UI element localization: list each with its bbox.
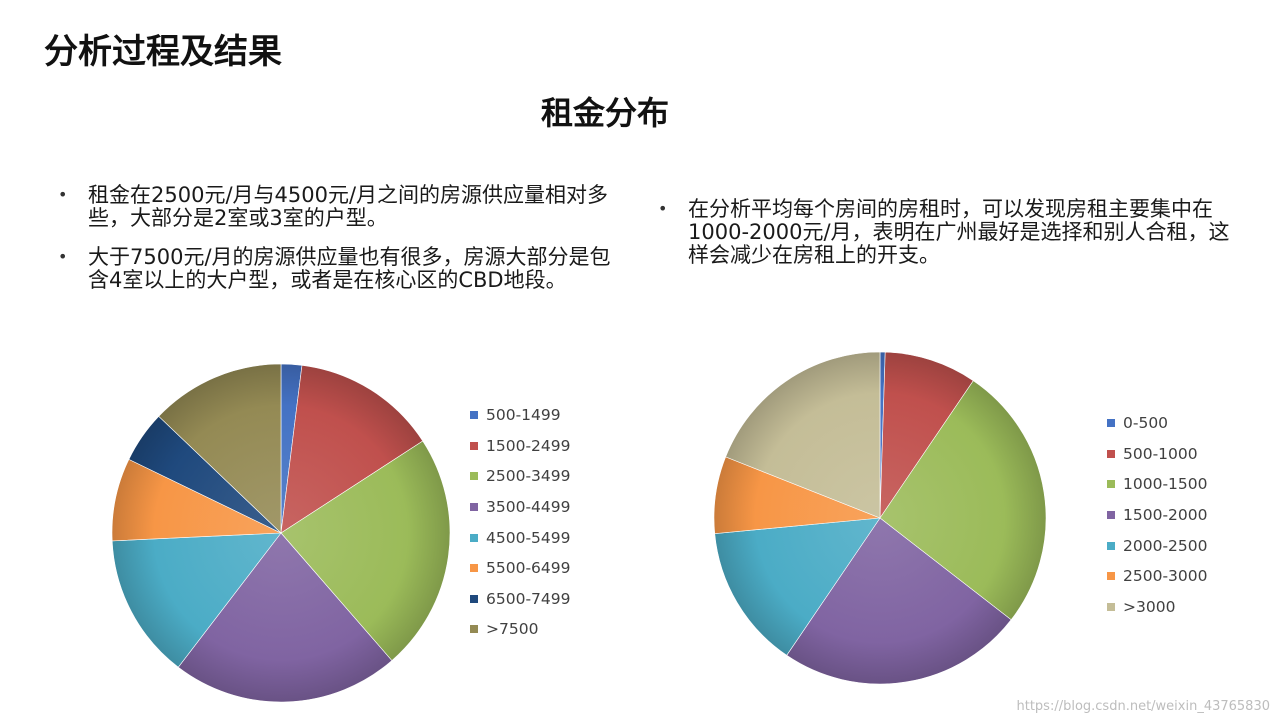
bullet-text: 大于7500元/月的房源供应量也有很多，房源大部分是包含4室以上的大户型，或者是…	[88, 245, 611, 292]
legend-swatch	[1107, 572, 1115, 581]
legend-label: 500-1499	[486, 406, 561, 425]
legend-item: 500-1000	[1107, 439, 1208, 470]
legend-item: 3500-4499	[470, 492, 571, 523]
legend-item: 6500-7499	[470, 584, 571, 615]
bullets-right: • 在分析平均每个房间的房租时，可以发现房租主要集中在1000-2000元/月，…	[658, 198, 1238, 283]
pie-slice-3500-4499	[177, 532, 393, 703]
legend-swatch	[470, 503, 478, 512]
legend-item: 1000-1500	[1107, 469, 1208, 500]
legend-item: 5500-6499	[470, 553, 571, 584]
pie-slice-1000-1500	[879, 380, 1047, 621]
legend-label: 1500-2000	[1123, 506, 1208, 525]
legend-item: >3000	[1107, 592, 1208, 623]
legend-label: 0-500	[1123, 414, 1169, 433]
legend-item: 2000-2500	[1107, 530, 1208, 561]
legend-item: 1500-2499	[470, 431, 571, 462]
legend-swatch	[470, 594, 478, 603]
legend-swatch	[470, 411, 478, 420]
rent-pie-chart	[111, 363, 451, 703]
legend-label: >3000	[1123, 597, 1176, 616]
pie-slice-3000	[725, 351, 881, 519]
legend-label: 6500-7499	[486, 589, 571, 608]
legend-swatch	[1107, 511, 1115, 520]
legend-label: 3500-4499	[486, 498, 571, 517]
legend-item: 500-1499	[470, 400, 571, 431]
legend-swatch	[470, 625, 478, 634]
legend-label: 5500-6499	[486, 559, 571, 578]
legend-label: 1500-2499	[486, 436, 571, 455]
legend-swatch	[470, 472, 478, 481]
rent-pie-legend: 500-1499 1500-2499 2500-3499 3500-4499 4500-…	[470, 400, 571, 645]
bullet-dot: •	[58, 185, 68, 204]
chart-title: 租金分布	[540, 94, 669, 132]
bullet-dot: •	[58, 247, 68, 266]
bullet-item: • 租金在2500元/月与4500元/月之间的房源供应量相对多些，大部分是2室或…	[58, 184, 618, 230]
legend-label: >7500	[486, 620, 539, 639]
pie-slice-1500-2499	[280, 364, 424, 534]
bullets-left: • 租金在2500元/月与4500元/月之间的房源供应量相对多些，大部分是2室或…	[58, 184, 618, 308]
legend-swatch	[470, 533, 478, 542]
per-room-rent-pie-legend: 0-500 500-1000 1000-1500 1500-2000 2000-2500…	[1107, 408, 1208, 622]
legend-swatch	[1107, 602, 1115, 611]
legend-item: 2500-3499	[470, 461, 571, 492]
legend-item: 4500-5499	[470, 522, 571, 553]
pie-slice-7500	[158, 363, 282, 534]
legend-item: 1500-2000	[1107, 500, 1208, 531]
legend-label: 2500-3499	[486, 467, 571, 486]
pie-slice-2000-2500	[714, 517, 881, 656]
legend-swatch	[470, 564, 478, 573]
legend-swatch	[1107, 480, 1115, 489]
pie-slice-1500-2000	[786, 517, 1012, 685]
legend-swatch	[1107, 449, 1115, 458]
pie-slice-500-1000	[879, 351, 974, 520]
legend-item: 0-500	[1107, 408, 1208, 439]
pie-slice-2500-3499	[280, 440, 451, 661]
legend-label: 2000-2500	[1123, 536, 1208, 555]
slide-title: 分析过程及结果	[44, 32, 282, 72]
legend-label: 1000-1500	[1123, 475, 1208, 494]
legend-swatch	[1107, 541, 1115, 550]
legend-label: 500-1000	[1123, 444, 1198, 463]
bullet-item: • 在分析平均每个房间的房租时，可以发现房租主要集中在1000-2000元/月，…	[658, 198, 1238, 267]
bullet-dot: •	[658, 199, 668, 218]
legend-item: 2500-3000	[1107, 561, 1208, 592]
legend-label: 4500-5499	[486, 528, 571, 547]
legend-swatch	[470, 441, 478, 450]
bullet-item: • 大于7500元/月的房源供应量也有很多，房源大部分是包含4室以上的大户型，或…	[58, 246, 618, 292]
watermark: https://blog.csdn.net/weixin_43765830	[1016, 699, 1270, 714]
pie-slice-4500-5499	[111, 532, 282, 668]
bullet-text: 在分析平均每个房间的房租时，可以发现房租主要集中在1000-2000元/月，表明…	[688, 197, 1230, 267]
legend-item: >7500	[470, 614, 571, 645]
legend-label: 2500-3000	[1123, 567, 1208, 586]
legend-swatch	[1107, 419, 1115, 428]
per-room-rent-pie-chart	[713, 351, 1047, 685]
bullet-text: 租金在2500元/月与4500元/月之间的房源供应量相对多些，大部分是2室或3室…	[88, 183, 609, 230]
